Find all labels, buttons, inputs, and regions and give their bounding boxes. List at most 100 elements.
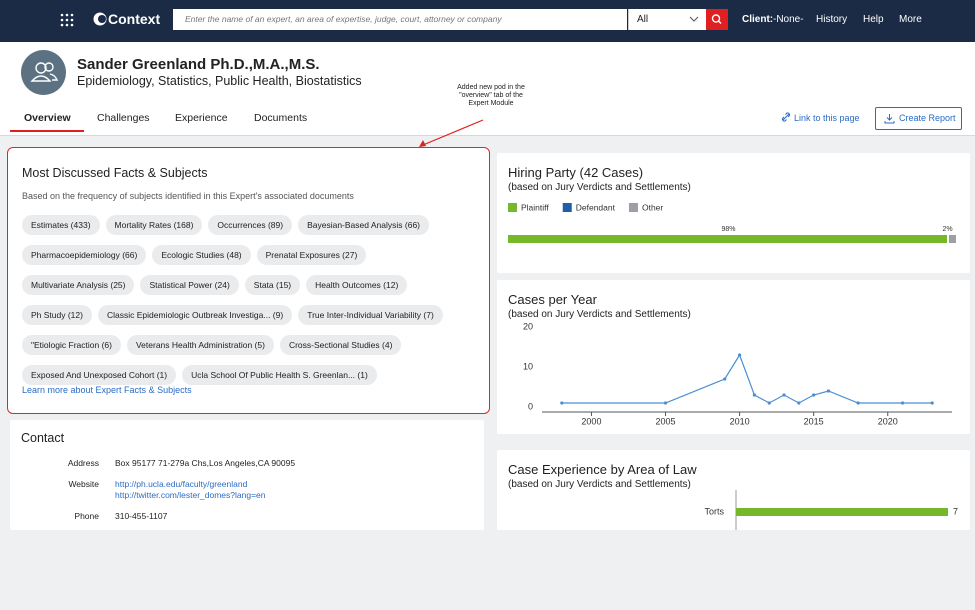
contact-label: Phone: [74, 511, 99, 521]
line: [561, 353, 933, 404]
search-icon: [711, 14, 722, 24]
y-tick-label: 20: [523, 321, 533, 331]
nav-link[interactable]: History: [816, 14, 848, 25]
contact-value[interactable]: http://ph.ucla.edu/faculty/greenland: [115, 479, 248, 489]
search-button[interactable]: [706, 9, 728, 30]
annotation: Added new pod in the "overview" tab of t…: [457, 84, 525, 107]
search-placeholder: Enter the name of an expert, an area of …: [185, 14, 502, 24]
contact-value: Box 95177 71-279a Chs,Los Angeles,CA 900…: [115, 458, 296, 468]
nav-link[interactable]: Help: [863, 14, 884, 25]
point: [812, 393, 816, 397]
tag[interactable]: Bayesian-Based Analysis (66): [298, 215, 430, 235]
x-tick-label: 2015: [804, 416, 824, 426]
expert-name: Sander Greenland Ph.D.,M.A.,M.S.: [77, 56, 320, 73]
nav-link[interactable]: More: [899, 14, 922, 25]
learn-more-link[interactable]: Learn more about Expert Facts & Subjects: [22, 385, 192, 395]
x-tick-label: 2010: [730, 416, 750, 426]
contact-title: Contact: [21, 431, 65, 445]
contact-value[interactable]: http://twitter.com/lester_domes?lang=en: [115, 490, 266, 500]
link-icon: [781, 112, 791, 122]
tag-list: Estimates (433) Mortality Rates (168) Occu…: [22, 215, 462, 395]
tag[interactable]: Stata (15): [244, 275, 301, 295]
filter-value: All: [637, 14, 649, 25]
tab[interactable]: Documents: [254, 112, 308, 124]
bar-segment: [508, 235, 947, 243]
filter-select[interactable]: All: [628, 9, 706, 30]
chart-title: Cases per Year: [508, 292, 597, 307]
x-tick-label: 2020: [878, 416, 898, 426]
bar: [736, 508, 948, 516]
tag[interactable]: Ucla School Of Public Health S. Greenlan…: [182, 365, 377, 385]
tab[interactable]: Challenges: [97, 112, 150, 124]
search-input[interactable]: Enter the name of an expert, an area of …: [173, 9, 627, 30]
chart-card: Hiring Party (42 Cases) (based on Jury Ve…: [497, 153, 970, 273]
tag[interactable]: Multivariate Analysis (25): [22, 275, 135, 295]
active-tab-underline: [10, 130, 84, 132]
legend-swatch: [508, 203, 517, 212]
tag[interactable]: Occurrences (89): [208, 215, 293, 235]
tag[interactable]: Pharmacoepidemiology (66): [22, 245, 147, 265]
value-label: 98%: [721, 226, 735, 233]
chart: 0 10 20 2000 2005 2010 2015 2020: [523, 321, 952, 426]
point: [767, 401, 771, 405]
x-tick-label: 2005: [656, 416, 676, 426]
chart: Plaintiff Defendant Other 98% 2%: [508, 202, 956, 243]
tag[interactable]: Health Outcomes (12): [306, 275, 408, 295]
tag[interactable]: Mortality Rates (168): [105, 215, 203, 235]
legend-label: Other: [642, 202, 663, 212]
apps-icon[interactable]: [60, 13, 74, 27]
contact-card: Contact Address Box 95177 71-279a Chs,Los…: [10, 420, 484, 530]
brand[interactable]: Context: [108, 11, 161, 27]
value-label: 2%: [942, 226, 952, 233]
legend-label: Plaintiff: [521, 202, 549, 212]
chart-subtitle: (based on Jury Verdicts and Settlements): [508, 479, 691, 490]
tag[interactable]: "Etiologic Fraction (6): [22, 335, 121, 355]
legend-swatch: [628, 203, 638, 212]
tag[interactable]: Ecologic Studies (48): [152, 245, 251, 265]
legend-swatch: [562, 203, 572, 212]
tag[interactable]: Cross-Sectional Studies (4): [279, 335, 402, 355]
profile-header: Sander Greenland Ph.D.,M.A.,M.S. Epidemi…: [0, 42, 975, 136]
point: [900, 401, 905, 405]
contact-label: Website: [68, 479, 99, 489]
chart: Torts 7: [704, 490, 958, 530]
point: [856, 401, 860, 405]
tag[interactable]: True Inter-Individual Variability (7): [298, 305, 443, 325]
tag[interactable]: Exposed And Unexposed Cohort (1): [22, 365, 177, 385]
point: [826, 389, 831, 393]
tab[interactable]: Overview: [24, 112, 71, 124]
tag[interactable]: Ph Study (12): [22, 305, 92, 325]
tag[interactable]: Veterans Health Administration (5): [126, 335, 274, 355]
avatar: [21, 50, 66, 95]
contact-label: Address: [67, 458, 99, 468]
chart-card: Case Experience by Area of Law (based on …: [497, 450, 970, 530]
bar-segment: [949, 235, 956, 243]
tag[interactable]: Statistical Power (24): [140, 275, 239, 295]
y-tick-label: 10: [523, 361, 533, 371]
page: Context Enter the name of an expert, an …: [0, 0, 975, 530]
client-value[interactable]: -None-: [773, 14, 804, 25]
legend-label: Defendant: [576, 202, 616, 212]
client-label: Client:: [742, 14, 774, 25]
tag[interactable]: Classic Epidemiologic Outbreak Investiga…: [97, 305, 293, 325]
tab[interactable]: Experience: [175, 112, 228, 124]
create-report-button[interactable]: Create Report: [875, 107, 962, 130]
tag[interactable]: Prenatal Exposures (27): [256, 245, 367, 265]
pod-title: Most Discussed Facts & Subjects: [22, 166, 208, 180]
navbar: Context Enter the name of an expert, an …: [0, 0, 975, 42]
annotation-arrow: [419, 119, 484, 147]
point: [930, 401, 934, 405]
tag[interactable]: Estimates (433): [22, 215, 100, 235]
logo-icon: [93, 12, 107, 26]
caret: [689, 16, 699, 22]
link-to-page[interactable]: Link to this page: [794, 113, 860, 123]
chart-title: Case Experience by Area of Law: [508, 462, 697, 477]
x-tick-label: 2000: [581, 416, 601, 426]
point: [663, 401, 668, 405]
point: [737, 353, 742, 357]
expert-fields: Epidemiology, Statistics, Public Health,…: [77, 74, 362, 88]
category-label: Torts: [704, 506, 724, 516]
value-label: 7: [953, 506, 958, 516]
y-tick-label: 0: [528, 401, 533, 411]
point: [782, 393, 786, 397]
